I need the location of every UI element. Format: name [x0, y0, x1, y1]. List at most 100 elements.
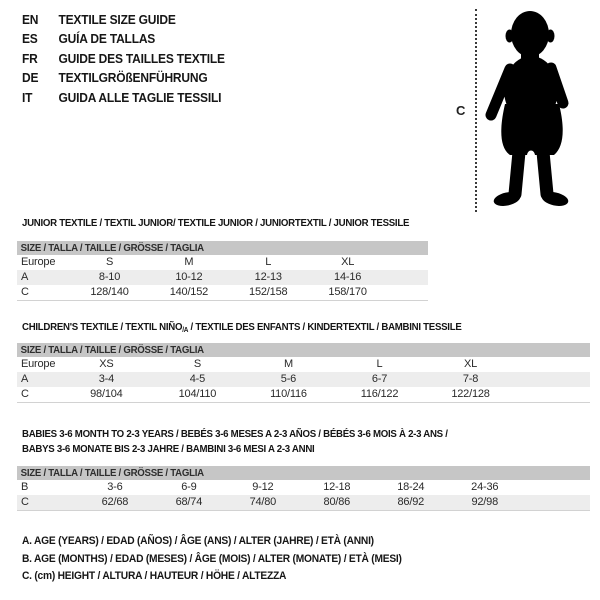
value-cell: 12-13	[254, 271, 282, 283]
size-header-bar-label: SIZE / TALLA / TAILLE / GRÖSSE / TAGLIA	[20, 467, 204, 479]
language-item: DE TEXTILGRÖßENFÜHRUNG	[22, 69, 225, 88]
value-cell: 152/158	[249, 286, 288, 298]
row-label-cell: B	[21, 481, 29, 493]
height-measure-dotted-line	[475, 9, 477, 212]
section-title-line: BABYS 3-6 MONATE BIS 2-3 JAHRE / BAMBINI…	[22, 442, 448, 457]
size-table-children: SIZE / TALLA / TAILLE / GRÖSSE / TAGLIA E…	[17, 343, 590, 403]
value-cell: 140/152	[169, 286, 209, 298]
value-cell: 74/80	[249, 496, 277, 508]
value-cell: 6-7	[371, 373, 388, 385]
language-code: DE	[22, 71, 39, 86]
data-row: A 3-4 4-5 5-6 6-7 7-8	[17, 372, 590, 387]
row-label-cell: C	[21, 496, 29, 508]
language-label: GUIDE DES TAILLES TEXTILE	[58, 51, 225, 66]
size-table-junior: SIZE / TALLA / TAILLE / GRÖSSE / TAGLIA E…	[17, 241, 428, 301]
size-table-babies: SIZE / TALLA / TAILLE / GRÖSSE / TAGLIA B…	[17, 466, 590, 511]
row-label-cell: A	[21, 271, 29, 283]
language-label: GUIDA ALLE TAGLIE TESSILI	[58, 90, 222, 105]
value-cell: 128/140	[90, 286, 129, 298]
language-label: GUÍA DE TALLAS	[58, 32, 156, 47]
language-item: FR GUIDE DES TAILLES TEXTILE	[22, 50, 225, 69]
value-cell: 104/110	[178, 388, 217, 400]
language-label: TEXTILE SIZE GUIDE	[58, 13, 176, 27]
column-header-row: Europe XS S M L XL	[17, 357, 590, 372]
footnotes: A. AGE (YEARS) / EDAD (AÑOS) / ÂGE (ANS)…	[22, 533, 430, 586]
value-cell: XL	[464, 358, 478, 370]
footnote-line: B. AGE (MONTHS) / EDAD (MESES) / ÂGE (MO…	[22, 552, 402, 565]
value-cell: XS	[99, 358, 114, 370]
size-header-bar-label: SIZE / TALLA / TAILLE / GRÖSSE / TAGLIA	[20, 242, 204, 254]
row-label-cell: Europe	[21, 256, 56, 268]
spacer-cell	[516, 357, 590, 372]
value-cell: 98/104	[90, 388, 123, 400]
spacer-cell	[387, 255, 428, 270]
value-cell: L	[265, 256, 272, 268]
value-cell: XL	[341, 256, 355, 268]
row-label-cell: C	[21, 388, 29, 400]
data-row: C 128/140 140/152 152/158 158/170	[17, 285, 428, 300]
value-cell: S	[193, 358, 201, 370]
value-cell: 10-12	[175, 271, 203, 283]
value-cell: 110/116	[270, 388, 307, 400]
size-header-bar-label: SIZE / TALLA / TAILLE / GRÖSSE / TAGLIA	[20, 344, 204, 356]
size-header-bar: SIZE / TALLA / TAILLE / GRÖSSE / TAGLIA	[17, 466, 590, 480]
value-cell: 122/128	[451, 388, 490, 400]
language-list: EN TEXTILE SIZE GUIDE ES GUÍA DE TALLAS FR GU…	[22, 11, 233, 108]
spacer-cell	[516, 387, 590, 402]
language-code: FR	[22, 51, 38, 66]
value-cell: 8-10	[98, 271, 121, 283]
title-segment: JUNIOR TEXTILE / TEXTIL JUNIOR/ TEXTILE …	[22, 217, 410, 229]
value-cell: 9-12	[252, 481, 274, 493]
data-row: A 8-10 10-12 12-13 14-16	[17, 270, 428, 285]
value-cell: 6-9	[181, 481, 197, 493]
title-segment: BABYS 3-6 MONATE BIS 2-3 JAHRE / BAMBINI…	[22, 443, 315, 455]
section-title-junior: JUNIOR TEXTILE / TEXTIL JUNIOR/ TEXTILE …	[22, 216, 409, 231]
value-cell: 80/86	[323, 496, 351, 508]
language-code: ES	[22, 32, 38, 47]
data-row: C 98/104 104/110 110/116 116/122 122/128	[17, 387, 590, 402]
section-title-children: CHILDREN'S TEXTILE / TEXTIL NIÑO/A / TEX…	[22, 320, 462, 338]
row-label-cell: C	[21, 286, 29, 298]
size-header-bar: SIZE / TALLA / TAILLE / GRÖSSE / TAGLIA	[17, 241, 428, 255]
language-item: ES GUÍA DE TALLAS	[22, 30, 225, 49]
value-cell: 14-16	[334, 271, 362, 283]
language-item: EN TEXTILE SIZE GUIDE	[22, 11, 225, 30]
value-cell: 24-36	[471, 481, 499, 493]
footnote-line: A. AGE (YEARS) / EDAD (AÑOS) / ÂGE (ANS)…	[22, 535, 374, 547]
value-cell: 5-6	[280, 373, 297, 385]
title-segment: / TEXTILE DES ENFANTS / KINDERTEXTIL / B…	[188, 321, 462, 333]
value-cell: L	[376, 358, 383, 370]
value-cell: M	[283, 358, 293, 370]
data-row: B 3-6 6-9 9-12 12-18 18-24 24-36	[17, 480, 590, 495]
value-cell: 158/170	[328, 286, 367, 298]
value-cell: 4-5	[189, 373, 206, 385]
data-row: C 62/68 68/74 74/80 80/86 86/92 92/98	[17, 495, 590, 510]
value-cell: S	[105, 256, 114, 268]
spacer-cell	[522, 480, 590, 495]
spacer-cell	[387, 285, 428, 300]
value-cell: 3-6	[107, 481, 123, 493]
column-header-row: Europe S M L XL	[17, 255, 428, 270]
section-title-line: CHILDREN'S TEXTILE / TEXTIL NIÑO/A / TEX…	[22, 320, 462, 338]
value-cell: 68/74	[175, 496, 203, 508]
value-cell: 116/122	[360, 388, 399, 400]
value-cell: 12-18	[323, 481, 351, 493]
value-cell: 92/98	[471, 496, 498, 508]
footnote-line: C. (cm) HEIGHT / ALTURA / HAUTEUR / HÖHE…	[22, 570, 287, 582]
value-cell: 7-8	[462, 373, 479, 385]
baby-silhouette-icon	[485, 11, 569, 206]
size-header-bar: SIZE / TALLA / TAILLE / GRÖSSE / TAGLIA	[17, 343, 590, 357]
spacer-cell	[387, 270, 428, 285]
language-item: IT GUIDA ALLE TAGLIE TESSILI	[22, 89, 225, 108]
height-measure-label: C	[456, 103, 466, 118]
value-cell: 18-24	[397, 481, 425, 493]
row-label-cell: A	[21, 373, 29, 385]
title-segment: CHILDREN'S TEXTILE / TEXTIL NIÑO	[22, 321, 183, 333]
section-title-line: JUNIOR TEXTILE / TEXTIL JUNIOR/ TEXTILE …	[22, 216, 409, 231]
value-cell: 3-4	[98, 373, 115, 385]
value-cell: M	[184, 256, 194, 268]
section-title-line: BABIES 3-6 MONTH TO 2-3 YEARS / BEBÉS 3-…	[22, 427, 448, 442]
spacer-cell	[522, 495, 590, 510]
value-cell: 86/92	[397, 496, 425, 508]
